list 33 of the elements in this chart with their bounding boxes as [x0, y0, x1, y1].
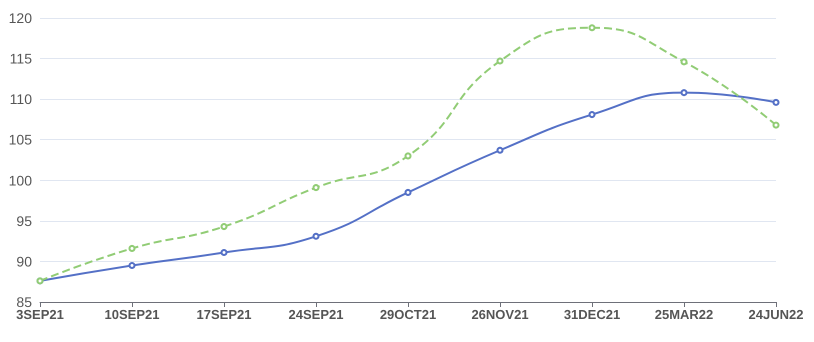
x-tick-label: 25MAR22: [654, 307, 714, 322]
point: [404, 188, 412, 196]
y-tick-label: 90: [16, 253, 32, 270]
point: [588, 24, 596, 32]
point: [588, 111, 596, 118]
point: [496, 146, 504, 154]
y-tick-label: 85: [16, 294, 32, 310]
y-tick-label: 110: [10, 91, 32, 108]
point: [128, 262, 136, 269]
x-tick-label: 17SEP21: [196, 307, 252, 322]
x-tick-label: 3SEP21: [16, 307, 64, 322]
y-tick-label: 120: [8, 10, 32, 26]
y-tick-label: 105: [8, 132, 32, 148]
point: [312, 232, 320, 240]
x-tick-label: 10SEP21: [104, 307, 160, 322]
x-tick-label: 24SEP21: [288, 307, 344, 322]
x-tick-label: 24JUN22: [748, 307, 804, 322]
x-tick-label: 29OCT21: [380, 307, 436, 322]
point: [680, 89, 688, 96]
point: [220, 249, 228, 256]
y-tick-label: 115: [10, 50, 32, 67]
point: [772, 98, 780, 106]
point: [128, 244, 136, 252]
y-tick-label: 100: [8, 172, 32, 188]
point: [496, 58, 504, 65]
point: [312, 184, 320, 192]
point: [220, 223, 228, 230]
point: [680, 58, 688, 66]
y-tick-label: 95: [16, 212, 32, 229]
x-tick-label: 31DEC21: [564, 307, 620, 322]
point: [404, 152, 412, 160]
point: [772, 122, 780, 129]
x-tick-label: 26NOV21: [471, 307, 529, 322]
